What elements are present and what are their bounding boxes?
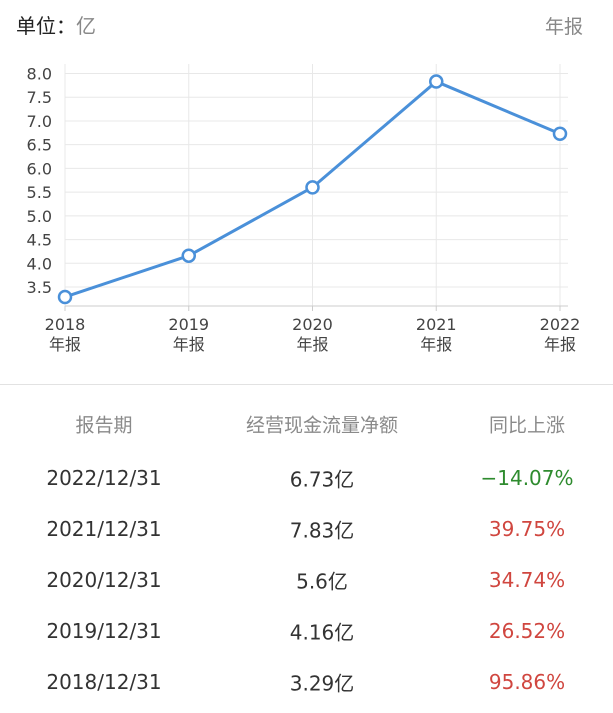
y-tick-label: 6.5 [27,136,52,155]
table-row[interactable]: 2019/12/31 4.16亿 26.52% [0,605,613,656]
data-point[interactable] [57,289,73,305]
unit-value: 亿 [76,14,96,38]
table-row[interactable]: 2021/12/31 7.83亿 39.75% [0,503,613,554]
y-tick-label: 5.0 [27,207,52,226]
header-operating-cashflow: 经营现金流量净额 [245,414,399,436]
period-selector[interactable]: 年报 [544,16,583,38]
unit-label: 单位：亿 [16,10,96,39]
cashflow-value: 6.73亿 [289,467,355,491]
y-tick-label: 8.0 [27,64,52,83]
x-tick-label: 2021 年报 [416,315,457,354]
cashflow-table: 报告期 经营现金流量净额 同比上涨 2022/12/31 6.73亿 −14.0… [0,395,613,707]
line-chart: 3.5 4.0 4.5 5.0 5.5 6.0 6.5 7.0 7.5 8.0 2018 年报 2019… [27,64,581,354]
report-date: 2019/12/31 [46,618,162,643]
report-date: 2022/12/31 [46,465,162,490]
header: 单位：亿 年报 [0,0,613,50]
y-tick-label: 7.0 [27,112,52,131]
unit-prefix: 单位： [16,14,76,38]
yoy-change: 39.75% [488,516,566,541]
cashflow-value: 7.83亿 [289,518,355,542]
table-row[interactable]: 2022/12/31 6.73亿 −14.07% [0,452,613,503]
data-point[interactable] [181,248,196,263]
x-tick-label: 2022 年报 [540,315,581,354]
y-tick-label: 3.5 [27,278,52,297]
report-date: 2021/12/31 [46,516,162,541]
y-tick-label: 7.5 [27,88,52,107]
cashflow-value: 4.16亿 [289,620,355,644]
points-layer [57,74,568,305]
y-tick-label: 4.5 [27,231,52,250]
yoy-change: −14.07% [480,465,574,490]
yoy-change: 26.52% [488,618,566,643]
x-tick-label: 2019 年报 [168,315,209,354]
header-yoy-change: 同比上涨 [488,414,566,436]
y-tick-label: 4.0 [27,254,52,273]
table-header-row: 报告期 经营现金流量净额 同比上涨 [0,395,613,452]
header-report-period: 报告期 [75,414,133,436]
cashflow-value: 3.29亿 [289,671,355,695]
report-date: 2020/12/31 [46,567,162,592]
x-tick-label: 2018 年报 [45,315,86,354]
data-point[interactable] [552,126,568,142]
report-date: 2018/12/31 [46,669,162,694]
yoy-change: 34.74% [488,567,566,592]
data-point[interactable] [305,180,320,195]
table-row[interactable]: 2018/12/31 3.29亿 95.86% [0,656,613,707]
y-tick-label: 6.0 [27,159,52,178]
cashflow-value: 5.6亿 [296,569,348,593]
divider [0,384,613,385]
yoy-change: 95.86% [488,669,566,694]
y-tick-label: 5.5 [27,183,52,202]
data-point[interactable] [429,74,444,89]
axis-layer: 3.5 4.0 4.5 5.0 5.5 6.0 6.5 7.0 7.5 8.0 2018 年报 2019… [27,64,581,354]
x-tick-label: 2020 年报 [292,315,333,354]
table-row[interactable]: 2020/12/31 5.6亿 34.74% [0,554,613,605]
